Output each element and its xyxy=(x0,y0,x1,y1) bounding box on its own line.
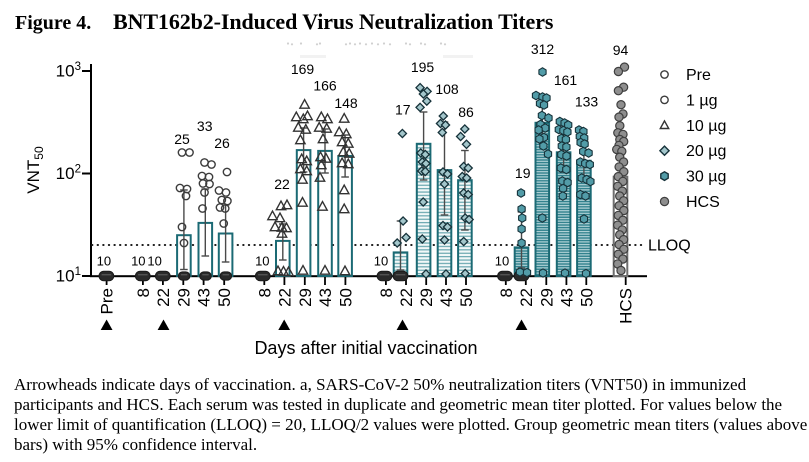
svg-text:8: 8 xyxy=(255,288,274,297)
svg-text:25: 25 xyxy=(174,131,190,147)
svg-text:Figure 4.: Figure 4. xyxy=(15,12,91,34)
svg-text:8: 8 xyxy=(497,288,516,297)
svg-text:161: 161 xyxy=(554,72,578,88)
svg-text:lower limit of quantification: lower limit of quantification (LLOQ) = 2… xyxy=(14,415,807,434)
svg-text:50: 50 xyxy=(215,288,234,307)
svg-text:1 µg: 1 µg xyxy=(686,92,717,109)
svg-text:133: 133 xyxy=(575,94,599,110)
svg-text:22: 22 xyxy=(154,288,173,307)
svg-text:Pre: Pre xyxy=(686,67,711,84)
svg-text:22: 22 xyxy=(517,288,536,307)
svg-text:Arrowheads indicate days of va: Arrowheads indicate days of vaccination.… xyxy=(14,375,747,394)
svg-text:29: 29 xyxy=(537,288,556,307)
svg-text:50: 50 xyxy=(336,288,355,307)
svg-text:10: 10 xyxy=(147,254,161,269)
svg-text:19: 19 xyxy=(515,165,531,181)
svg-text:108: 108 xyxy=(435,81,459,97)
svg-text:148: 148 xyxy=(334,95,358,111)
svg-text:10: 10 xyxy=(495,254,509,269)
svg-text:169: 169 xyxy=(291,61,315,77)
svg-text:8: 8 xyxy=(377,288,396,297)
svg-text:29: 29 xyxy=(174,288,193,307)
svg-text:bars) with 95% confidence inte: bars) with 95% confidence interval. xyxy=(14,435,257,454)
svg-text:50: 50 xyxy=(457,288,476,307)
svg-text:22: 22 xyxy=(274,176,290,192)
svg-text:10: 10 xyxy=(255,254,269,269)
svg-text:22: 22 xyxy=(397,288,416,307)
svg-text:195: 195 xyxy=(411,59,435,75)
svg-text:33: 33 xyxy=(197,118,213,134)
svg-text:29: 29 xyxy=(296,288,315,307)
svg-text:10: 10 xyxy=(131,254,145,269)
svg-text:94: 94 xyxy=(613,42,629,58)
svg-text:10: 10 xyxy=(97,254,111,269)
svg-text:17: 17 xyxy=(395,102,411,118)
svg-text:Pre: Pre xyxy=(98,288,117,314)
svg-text:26: 26 xyxy=(214,135,230,151)
svg-text:HCS: HCS xyxy=(686,194,720,211)
svg-text:50: 50 xyxy=(577,288,596,307)
svg-text:86: 86 xyxy=(458,104,474,120)
svg-text:30 µg: 30 µg xyxy=(686,169,726,186)
svg-text:8: 8 xyxy=(134,288,153,297)
svg-text:10: 10 xyxy=(374,254,388,269)
svg-text:43: 43 xyxy=(557,288,576,307)
svg-text:43: 43 xyxy=(195,288,214,307)
svg-text:29: 29 xyxy=(417,288,436,307)
svg-text:10 µg: 10 µg xyxy=(686,118,726,135)
svg-text:20 µg: 20 µg xyxy=(686,143,726,160)
svg-text:312: 312 xyxy=(531,41,555,57)
svg-text:participants and HCS. Each ser: participants and HCS. Each serum was tes… xyxy=(14,395,782,414)
svg-text:HCS: HCS xyxy=(617,288,636,324)
svg-text:43: 43 xyxy=(316,288,335,307)
svg-text:LLOQ: LLOQ xyxy=(648,238,691,255)
svg-text:BNT162b2-Induced Virus Neutral: BNT162b2-Induced Virus Neutralization Ti… xyxy=(113,9,554,34)
svg-text:166: 166 xyxy=(313,78,337,94)
svg-text:Days after initial vaccination: Days after initial vaccination xyxy=(254,338,477,358)
svg-text:22: 22 xyxy=(275,288,294,307)
svg-text:43: 43 xyxy=(437,288,456,307)
